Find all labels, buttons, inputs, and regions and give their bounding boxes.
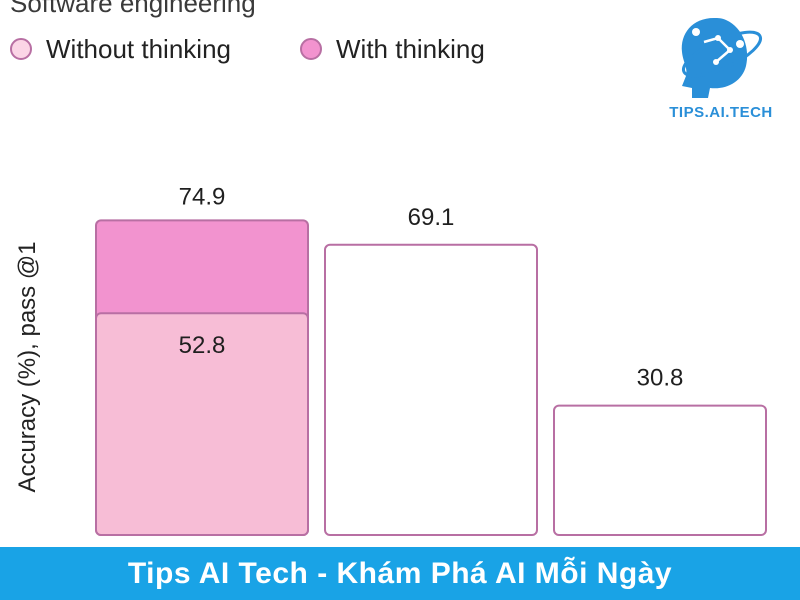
legend-item-with-thinking: With thinking xyxy=(300,34,485,64)
data-label-without-thinking-2: 69.1 xyxy=(408,204,455,231)
banner-text: Tips AI Tech - Khám Phá AI Mỗi Ngày xyxy=(127,556,673,590)
logo: TIPS.AI.TECH xyxy=(656,10,786,128)
legend-label-without-thinking: Without thinking xyxy=(46,33,231,64)
legend-label-with-thinking: With thinking xyxy=(336,33,485,64)
logo-text: TIPS.AI.TECH xyxy=(669,104,773,121)
bar-without-thinking-1 xyxy=(95,312,309,536)
y-axis-label: Accuracy (%), pass @1 xyxy=(14,241,41,493)
bar-without-thinking-3 xyxy=(553,404,767,537)
footer-banner: Tips AI Tech - Khám Phá AI Mỗi Ngày xyxy=(0,547,800,600)
section-title: Software engineering xyxy=(10,0,256,18)
legend-item-without-thinking: Without thinking xyxy=(10,34,231,64)
bar-without-thinking-2 xyxy=(324,243,538,536)
ai-head-icon xyxy=(681,18,763,98)
data-label-with-thinking-1: 74.9 xyxy=(179,183,226,210)
data-label-without-thinking-3: 30.8 xyxy=(637,365,684,392)
legend-swatch-with-thinking xyxy=(300,38,322,60)
legend-swatch-without-thinking xyxy=(10,38,32,60)
data-label-without-thinking-1: 52.8 xyxy=(179,332,226,359)
